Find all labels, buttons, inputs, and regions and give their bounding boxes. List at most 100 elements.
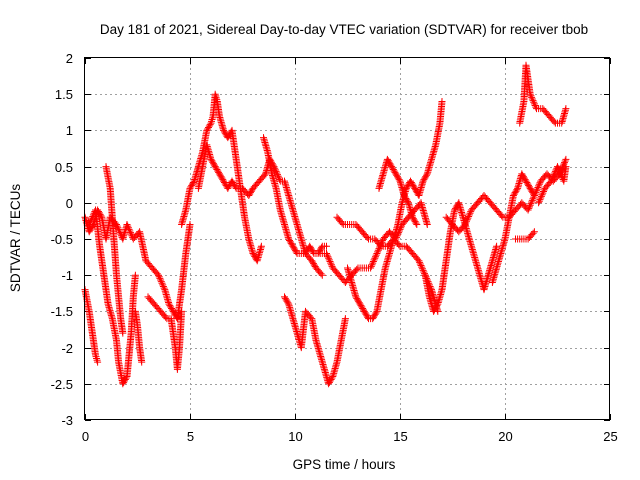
data-point-marker bbox=[370, 313, 378, 321]
data-point-marker bbox=[421, 174, 429, 182]
y-tick-label: -1 bbox=[61, 268, 73, 283]
data-point-marker bbox=[411, 184, 419, 192]
data-point-marker bbox=[367, 264, 375, 272]
data-point-marker bbox=[158, 279, 166, 287]
data-point-marker bbox=[115, 225, 123, 233]
data-point-marker bbox=[411, 218, 419, 226]
data-point-marker bbox=[400, 192, 408, 200]
data-point-marker bbox=[538, 191, 546, 199]
data-point-marker bbox=[326, 258, 334, 266]
data-point-marker bbox=[384, 157, 392, 165]
data-point-marker bbox=[371, 310, 379, 318]
data-point-marker bbox=[92, 353, 100, 361]
data-point-marker bbox=[535, 180, 543, 188]
data-point-marker bbox=[388, 163, 396, 171]
data-point-marker bbox=[92, 351, 99, 359]
data-point-marker bbox=[529, 229, 537, 237]
data-point-marker bbox=[113, 222, 121, 230]
data-point-marker bbox=[281, 293, 288, 301]
data-point-marker bbox=[412, 219, 420, 227]
data-point-marker bbox=[520, 174, 528, 182]
data-point-marker bbox=[392, 170, 400, 178]
data-point-marker bbox=[309, 258, 317, 266]
data-point-marker bbox=[359, 306, 367, 314]
data-point-marker bbox=[386, 160, 394, 168]
data-point-marker bbox=[228, 177, 236, 185]
data-point-marker bbox=[308, 247, 316, 255]
data-point-marker bbox=[126, 227, 134, 235]
data-point-marker bbox=[527, 92, 535, 100]
data-points bbox=[81, 61, 570, 388]
data-point-marker bbox=[493, 242, 501, 250]
data-point-marker bbox=[274, 172, 282, 180]
data-point-marker bbox=[528, 93, 536, 101]
data-point-marker bbox=[537, 192, 545, 200]
data-point-marker bbox=[391, 168, 399, 176]
data-point-marker bbox=[208, 117, 216, 125]
data-point-marker bbox=[317, 244, 325, 252]
data-point-marker bbox=[120, 378, 128, 386]
data-point-marker bbox=[157, 278, 165, 286]
data-point-marker bbox=[528, 196, 536, 204]
x-tick-label: 5 bbox=[187, 429, 194, 444]
data-point-marker bbox=[125, 225, 133, 233]
data-point-marker bbox=[328, 374, 336, 382]
data-point-marker bbox=[245, 192, 253, 200]
data-point-marker bbox=[309, 248, 317, 256]
data-point-marker bbox=[367, 262, 375, 270]
data-point-marker bbox=[529, 195, 537, 203]
data-point-marker bbox=[120, 377, 128, 385]
data-point-marker bbox=[523, 179, 531, 187]
data-point-marker bbox=[363, 312, 371, 320]
data-point-marker bbox=[326, 377, 334, 385]
data-point-marker bbox=[410, 183, 418, 191]
data-point-marker bbox=[419, 177, 427, 185]
data-point-marker bbox=[438, 97, 446, 105]
data-point-marker bbox=[212, 92, 220, 100]
data-point-marker bbox=[325, 378, 333, 386]
data-point-marker bbox=[395, 176, 403, 184]
data-point-marker bbox=[219, 176, 227, 184]
data-point-marker bbox=[530, 100, 538, 108]
data-point-marker bbox=[356, 300, 364, 308]
data-point-marker bbox=[302, 248, 310, 256]
data-point-marker bbox=[166, 302, 174, 310]
data-point-marker bbox=[217, 173, 225, 181]
data-point-marker bbox=[394, 174, 402, 182]
plot-frame bbox=[84, 57, 610, 420]
data-point-marker bbox=[87, 217, 95, 225]
data-point-marker bbox=[369, 258, 377, 266]
data-point-marker bbox=[323, 251, 331, 259]
x-tick-label: 10 bbox=[288, 429, 302, 444]
data-point-marker bbox=[418, 263, 426, 271]
data-point-marker bbox=[155, 273, 163, 281]
data-point-marker bbox=[260, 171, 268, 179]
data-point-marker bbox=[114, 224, 122, 232]
data-point-marker bbox=[412, 186, 420, 194]
data-point-marker bbox=[404, 197, 412, 205]
data-point-marker bbox=[465, 212, 473, 220]
data-point-marker bbox=[410, 216, 418, 224]
data-point-marker bbox=[324, 253, 332, 261]
data-point-marker bbox=[168, 306, 176, 314]
data-point-marker bbox=[370, 312, 378, 320]
data-point-marker bbox=[214, 167, 222, 175]
data-point-marker bbox=[323, 242, 330, 250]
data-point-marker bbox=[395, 241, 403, 249]
data-point-marker bbox=[533, 185, 541, 193]
data-point-marker bbox=[524, 206, 532, 214]
data-point-marker bbox=[509, 192, 517, 200]
y-axis-label: SDTVAR / TECUs bbox=[8, 184, 23, 293]
data-point-marker bbox=[207, 155, 215, 163]
data-point-marker bbox=[247, 187, 255, 195]
data-point-marker bbox=[408, 180, 416, 188]
data-point-marker bbox=[97, 212, 105, 220]
data-point-marker bbox=[93, 354, 101, 362]
data-point-marker bbox=[519, 173, 527, 181]
data-point-marker bbox=[225, 132, 233, 140]
data-point-marker bbox=[257, 242, 265, 250]
data-point-marker bbox=[407, 177, 414, 185]
data-point-marker bbox=[418, 265, 426, 273]
data-point-marker bbox=[528, 95, 536, 103]
data-point-marker bbox=[205, 122, 213, 130]
